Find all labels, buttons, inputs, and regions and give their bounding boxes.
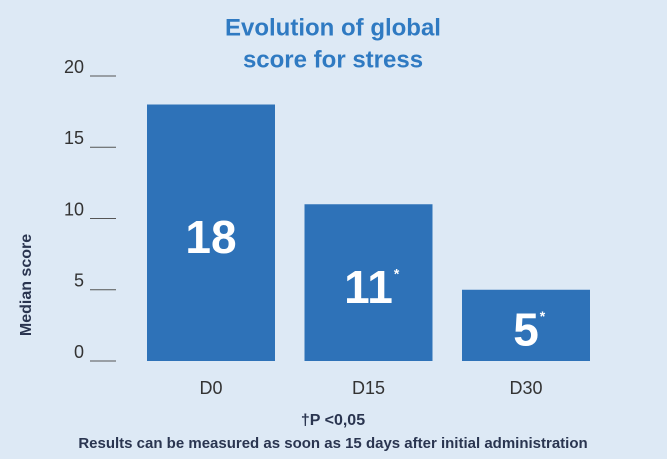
x-tick-label: D0 bbox=[199, 378, 222, 398]
caption: Results can be measured as soon as 15 da… bbox=[78, 435, 587, 452]
data-label-mark: * bbox=[540, 308, 546, 324]
y-tick-label: 20 bbox=[64, 57, 84, 77]
x-tick-label: D30 bbox=[509, 378, 542, 398]
data-label: 11 bbox=[344, 261, 393, 313]
y-tick-label: 15 bbox=[64, 128, 84, 148]
bar bbox=[462, 289, 590, 361]
y-axis-label: Median score bbox=[18, 234, 35, 336]
bar bbox=[147, 104, 275, 361]
chart-title: Evolution of global bbox=[225, 14, 441, 41]
data-label: 5 bbox=[513, 304, 539, 356]
footnote: †P <0,05 bbox=[301, 412, 365, 429]
y-tick-label: 0 bbox=[74, 342, 84, 362]
y-tick-label: 10 bbox=[64, 199, 84, 219]
data-label: 18 bbox=[185, 211, 236, 263]
x-tick-label: D15 bbox=[352, 378, 385, 398]
bar bbox=[304, 204, 433, 361]
data-label-mark: * bbox=[394, 265, 400, 281]
chart-title: score for stress bbox=[243, 46, 423, 73]
y-tick-label: 5 bbox=[74, 271, 84, 291]
